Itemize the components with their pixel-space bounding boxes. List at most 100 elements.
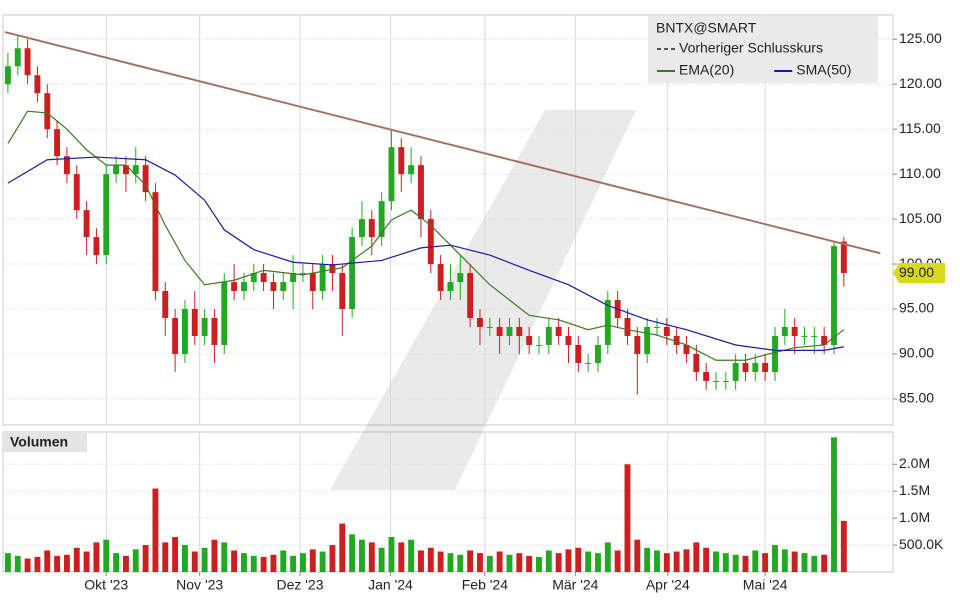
volume-bar	[181, 545, 188, 572]
volume-bar	[791, 551, 798, 572]
volume-bar	[742, 555, 749, 572]
volume-bar	[722, 553, 729, 572]
candle-body	[221, 282, 228, 345]
candle-body	[565, 335, 572, 345]
volume-bar	[693, 542, 700, 572]
volume-bar	[221, 542, 228, 572]
candle-body	[152, 192, 159, 292]
volume-bar	[201, 547, 208, 572]
candle-body	[624, 318, 631, 336]
candle-body	[545, 326, 552, 345]
candle-body	[83, 210, 90, 238]
y-tick-label: 120.00	[899, 75, 942, 91]
volume-bar	[762, 553, 769, 572]
volume-bar	[142, 545, 149, 572]
candle-body	[211, 318, 218, 345]
candle-body	[359, 219, 365, 238]
legend-label: EMA(20)	[679, 62, 734, 78]
y-tick-label: 90.00	[899, 345, 934, 361]
candle-body	[831, 246, 837, 345]
volume-bar	[339, 523, 346, 572]
candle-body	[73, 174, 80, 211]
y-tick-label: 500.0K	[899, 536, 944, 552]
volume-bar	[349, 534, 356, 572]
legend-title: BNTX@SMART	[656, 20, 757, 36]
volume-bar	[418, 550, 424, 572]
volume-bar	[634, 539, 641, 572]
volume-bar	[388, 537, 395, 572]
candle-body	[191, 309, 198, 336]
volume-bar	[103, 539, 110, 572]
candle-body	[172, 318, 179, 354]
candle-body	[486, 326, 493, 328]
candle-body	[467, 273, 474, 319]
x-tick-label: Dez '23	[276, 577, 323, 593]
candle-body	[349, 237, 356, 310]
volume-bar	[516, 553, 523, 572]
indicator-line	[7, 110, 845, 361]
candle-body	[821, 335, 828, 345]
candle-body	[309, 273, 316, 292]
candle-body	[24, 48, 31, 76]
candle-body	[63, 156, 70, 175]
volume-bar	[408, 539, 415, 572]
last-price-label: 99.00	[899, 264, 934, 280]
volume-bar	[290, 555, 297, 572]
candle-body	[673, 335, 680, 345]
legend-label: Vorheriger Schlusskurs	[679, 40, 823, 56]
volume-bar	[536, 556, 542, 572]
volume-bar	[4, 553, 11, 572]
trendline	[4, 31, 881, 254]
volume-bar	[14, 555, 21, 572]
candle-body	[44, 93, 51, 130]
candle-body	[339, 273, 346, 310]
candle-body	[477, 318, 483, 327]
volume-bar	[831, 437, 837, 572]
candle-body	[713, 380, 719, 382]
volume-bar	[368, 542, 375, 572]
x-tick-label: Jan '24	[368, 577, 413, 593]
volume-bar	[378, 547, 385, 572]
candle-body	[762, 362, 769, 372]
volume-bar	[565, 549, 572, 572]
volume-bar	[319, 551, 326, 572]
volume-bar	[457, 554, 464, 572]
candle-body	[703, 371, 710, 381]
candle-body	[388, 147, 395, 202]
volume-bar	[654, 550, 660, 572]
volume-bar	[772, 545, 778, 572]
x-tick-label: Nov '23	[176, 577, 223, 593]
y-tick-label: 125.00	[899, 30, 942, 46]
candle-body	[742, 362, 749, 372]
volume-bar	[506, 554, 513, 572]
volume-bar	[683, 549, 690, 572]
y-tick-label: 1.5M	[899, 482, 930, 498]
volume-bar	[329, 545, 336, 572]
candle-body	[604, 300, 611, 345]
volume-bar	[191, 551, 198, 572]
candle-body	[683, 344, 690, 354]
candle-body	[132, 165, 139, 175]
volume-title: Volumen	[10, 434, 68, 450]
volume-bar	[54, 555, 61, 572]
candle-body	[595, 344, 601, 363]
volume-bar	[644, 547, 651, 572]
y-tick-label: 1.0M	[899, 509, 930, 525]
candle-body	[290, 273, 297, 283]
volume-bar	[299, 553, 306, 572]
candle-body	[181, 309, 188, 354]
volume-bar	[732, 554, 739, 572]
candle-body	[496, 326, 503, 336]
candle-body	[654, 326, 660, 328]
volume-bar	[486, 555, 493, 572]
watermark-shape	[330, 110, 636, 490]
legend-box	[648, 16, 878, 83]
y-tick-label: 115.00	[899, 120, 941, 136]
volume-bar	[545, 550, 552, 572]
volume-bar	[663, 553, 670, 572]
candle-body	[398, 147, 405, 175]
volume-bar	[122, 555, 129, 572]
volume-bar	[781, 549, 788, 572]
candle-body	[368, 219, 375, 238]
